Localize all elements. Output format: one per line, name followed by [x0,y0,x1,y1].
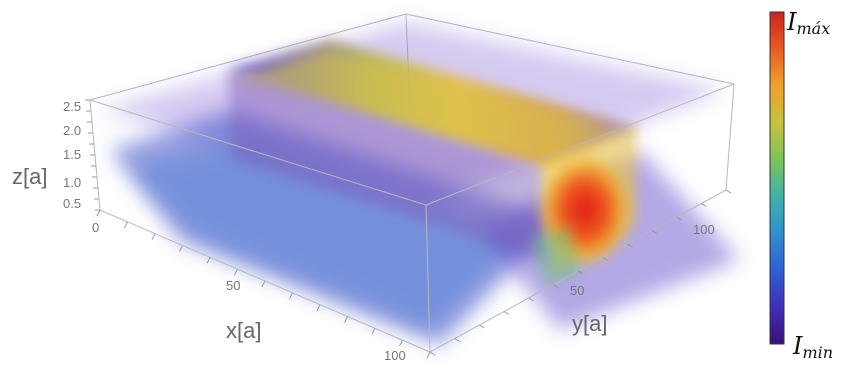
volume-cloud [100,22,740,345]
z-tick-label: 1.0 [63,175,81,190]
colorbar-min-symbol: I [792,332,803,360]
x-tick-mark [206,257,211,264]
x-tick-label: 50 [226,278,240,293]
y-tick-mark [602,257,608,261]
y-tick-mark [725,189,732,194]
x-axis-ticks [96,209,431,359]
x-tick-mark [289,292,293,300]
colorbar-max-symbol: I [786,8,797,36]
y-tick-label: 100 [693,222,715,237]
colorbar-max-label: Imáx [786,8,830,38]
x-tick-mark [261,280,266,288]
y-tick-mark [503,311,510,315]
y-tick-mark [676,216,682,221]
y-tick-mark [627,243,633,248]
x-tick-label: 0 [92,220,99,235]
x-tick-label: 100 [384,348,406,363]
colorbar-gradient [769,11,785,345]
z-tick-label: 1.5 [63,147,81,162]
x-tick-mark [316,304,321,311]
colorbar-max-subscript: máx [796,19,830,38]
x-tick-mark [426,351,431,359]
x-axis-label: x[a] [226,318,261,343]
x-tick-mark [371,328,376,335]
colorbar: Imáx Imin [769,8,833,362]
y-tick-mark [429,351,436,356]
y-tick-mark [651,230,658,234]
x-tick-mark [399,339,403,347]
x-tick-mark [179,245,183,252]
x-tick-mark [234,268,238,276]
x-tick-mark [344,316,348,323]
y-tick-mark [553,284,559,288]
z-axis-label: z[a] [12,164,47,189]
y-axis-label: y[a] [572,311,607,336]
y-axis-ticks [429,189,732,356]
z-tick-label: 2.0 [63,123,81,138]
z-axis-ticks [85,99,100,211]
z-tick-label: 0.5 [63,196,81,211]
y-tick-mark [528,297,534,302]
y-tick-mark [479,324,485,329]
x-tick-mark [124,221,128,229]
colorbar-min-label: Imin [792,332,833,362]
y-tick-label: 50 [570,283,584,298]
y-tick-mark [701,203,707,207]
x-tick-mark [151,233,156,240]
z-tick-label: 2.5 [63,99,81,114]
colorbar-min-subscript: min [802,343,833,362]
y-tick-mark [577,270,584,275]
x-tick-mark [96,209,101,217]
y-tick-mark [454,338,460,342]
